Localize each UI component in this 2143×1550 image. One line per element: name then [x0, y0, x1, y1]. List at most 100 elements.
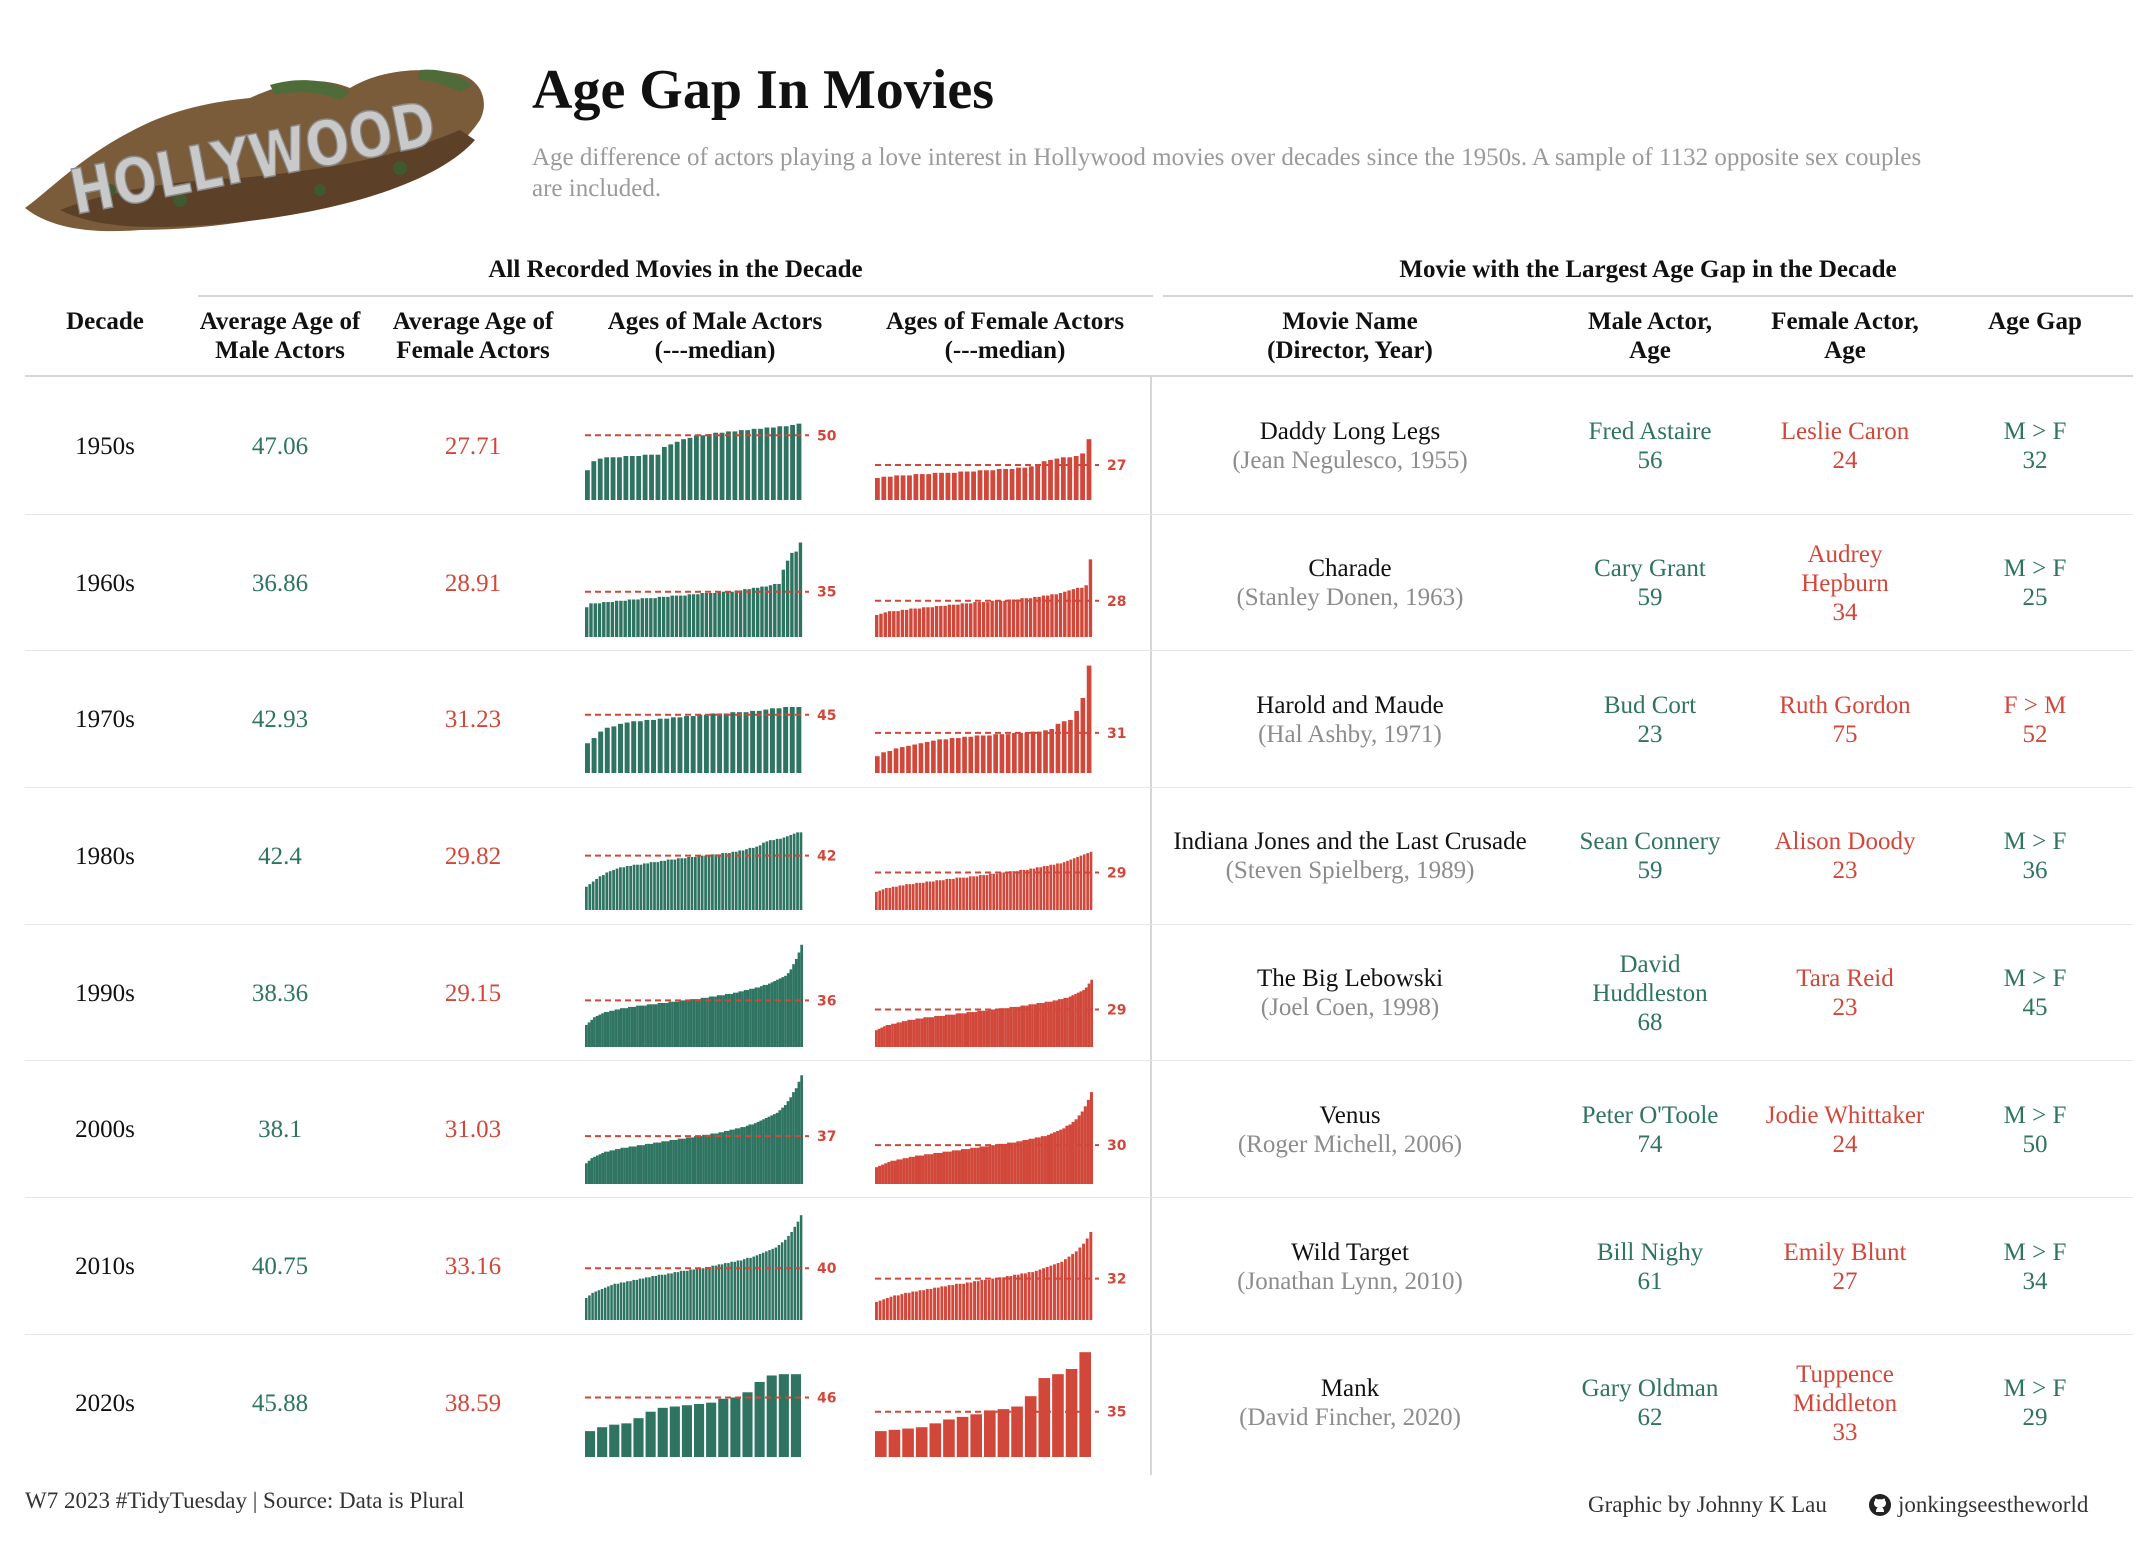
footer-handle-text: jonkingseestheworld — [1898, 1492, 2089, 1517]
male-age-bar — [691, 593, 696, 637]
male-age-bar — [794, 551, 798, 637]
male-age-bar — [628, 1006, 631, 1047]
male-age-bar — [681, 1000, 685, 1047]
female-age-bar — [1045, 595, 1050, 637]
male-age-bar — [792, 963, 795, 1047]
female-age-bar — [1086, 853, 1089, 911]
female-age-bar — [995, 873, 999, 911]
male-age-bar — [587, 1022, 591, 1047]
female-age-bar — [901, 885, 905, 911]
avg-female-age: 31.23 — [378, 705, 568, 734]
male-age-bar — [730, 1261, 733, 1321]
male-age-bar — [649, 862, 653, 911]
male-age-bar — [700, 435, 706, 500]
male-age-bar — [646, 1004, 650, 1047]
male-age-bar — [673, 1001, 677, 1047]
male-age-bar — [681, 1405, 692, 1457]
avg-male-age-line: 36.86 — [251, 569, 309, 597]
female-age-bar — [1013, 1142, 1017, 1184]
female-age-bar — [1025, 1005, 1029, 1047]
female-age-bar — [992, 873, 996, 911]
female-age-bar — [1053, 1131, 1057, 1184]
female-age-bar — [899, 1022, 902, 1047]
male-age-bar — [669, 1139, 673, 1184]
male-age-bar — [703, 715, 709, 774]
male-age-bar — [724, 853, 728, 911]
female-age-bar — [974, 735, 980, 774]
page-subtitle: Age difference of actors playing a love … — [532, 144, 1922, 202]
column-header-decade: Decade — [66, 308, 144, 335]
male-age-bar — [754, 1381, 765, 1457]
male-age-bar — [742, 1392, 753, 1457]
age-gap-cell: M > F 34 — [1940, 1238, 2130, 1296]
female-actor-name: Hepburn — [1801, 569, 1889, 597]
male-actor-cell: Cary Grant 59 — [1550, 554, 1750, 612]
female-age-bar — [1022, 1139, 1026, 1184]
male-age-bar — [736, 1260, 740, 1321]
male-age-bar — [723, 1130, 727, 1184]
male-age-bar — [646, 863, 650, 911]
female-age-bar — [1001, 1007, 1005, 1047]
male-age-bar — [629, 866, 633, 911]
male-age-bar — [749, 1258, 752, 1321]
male-age-bar — [743, 1126, 746, 1184]
male-age-bar — [663, 860, 667, 911]
male-age-bar — [743, 989, 747, 1047]
female-age-bar — [887, 476, 893, 500]
female-age-bar — [1061, 721, 1067, 774]
female-age-bar — [1049, 864, 1053, 911]
female-age-bar — [1058, 998, 1061, 1047]
male-ages-chart: 45 — [585, 707, 836, 774]
female-age-bar — [1038, 1269, 1042, 1321]
male-median-label: 35 — [817, 584, 836, 600]
age-gap-direction: M > F — [2003, 418, 2067, 446]
male-age-bar — [759, 1120, 763, 1184]
female-age-bar — [877, 1028, 881, 1047]
male-age-bar — [700, 855, 704, 911]
female-age-bar — [918, 1290, 922, 1321]
male-age-bar — [784, 975, 787, 1047]
female-age-bar — [1059, 863, 1063, 911]
female-age-bar — [993, 1009, 997, 1047]
footer-github-handle[interactable]: jonkingseestheworld — [1898, 1492, 2088, 1518]
male-age-bar — [644, 1005, 647, 1047]
avg-male-age-line: 38.1 — [258, 1116, 302, 1144]
female-age-bar — [970, 1147, 974, 1184]
male-age-bar — [661, 1140, 665, 1184]
female-age-bar — [919, 474, 925, 500]
female-age-bar — [1090, 979, 1093, 1047]
female-age-bar — [994, 1144, 998, 1184]
male-age-bar — [745, 849, 748, 911]
female-age-bar — [1018, 733, 1023, 774]
male-age-bar — [642, 863, 646, 911]
male-age-bar — [719, 995, 723, 1047]
male-age-bar — [708, 592, 713, 637]
male-age-bar — [670, 859, 673, 911]
male-age-bar — [632, 1280, 635, 1321]
male-age-bar — [755, 587, 760, 637]
female-actor-name: Leslie Caron — [1780, 418, 1910, 446]
female-age-bar — [1006, 1007, 1010, 1047]
male-age-bar — [723, 713, 729, 774]
avg-female-age-line: 29.82 — [444, 842, 502, 870]
male-age-bar — [768, 1250, 771, 1321]
female-age-bar — [1049, 1265, 1053, 1321]
male-age-bar — [623, 600, 627, 637]
column-header-avg-female: Average Age of Female Actors — [378, 307, 568, 365]
male-actor-name: Gary Oldman — [1581, 1375, 1719, 1403]
female-age-bar — [970, 1414, 983, 1457]
male-age-bar — [779, 838, 782, 911]
female-age-bar — [878, 890, 882, 911]
female-age-bar — [1072, 858, 1076, 911]
female-actor-name: Audrey — [1807, 540, 1883, 568]
female-age-bar — [881, 752, 886, 774]
female-age-bar — [924, 1153, 928, 1184]
male-age-bar — [593, 603, 597, 637]
female-age-bar — [1022, 467, 1028, 500]
male-age-bar — [650, 1143, 654, 1184]
male-age-bar — [710, 713, 716, 774]
female-age-bar — [918, 743, 924, 774]
female-actor-name: Alison Doody — [1774, 828, 1916, 856]
male-age-bar — [609, 1424, 620, 1457]
avg-male-age-line: 47.06 — [251, 432, 309, 460]
